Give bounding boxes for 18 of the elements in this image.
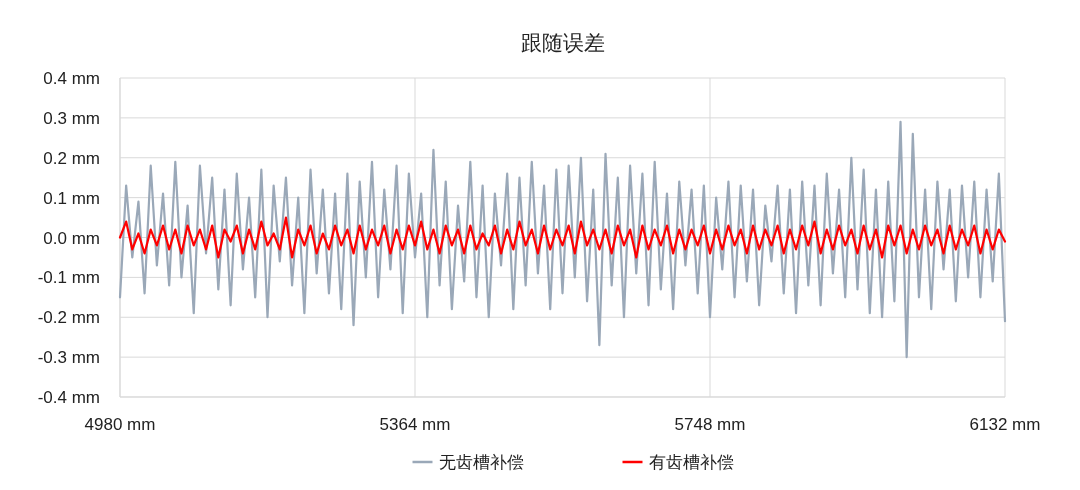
y-tick-label: -0.4 mm (37, 388, 100, 407)
line-series (118, 216, 1007, 259)
line-series (118, 120, 1007, 359)
y-tick-label: -0.3 mm (37, 348, 100, 368)
y-tick-label: 0.2 mm (43, 148, 100, 168)
y-tick-label: -0.2 mm (37, 308, 100, 328)
x-tick-label: 6132 mm (969, 415, 1041, 434)
x-tick-label: 5364 mm (379, 415, 451, 434)
y-tick-label: 0.1 mm (43, 188, 100, 208)
y-tick-label: -0.1 mm (37, 268, 100, 288)
legend-label: 有齿槽补偿 (648, 453, 734, 472)
legend-label: 无齿槽补偿 (438, 453, 524, 472)
y-tick-label: 0.3 mm (43, 108, 100, 128)
x-tick-label: 4980 mm (84, 415, 156, 434)
y-tick-label: 0.4 mm (43, 69, 100, 88)
x-tick-label: 5748 mm (674, 415, 746, 434)
y-tick-label: 0.0 mm (43, 228, 100, 248)
chart-title: 跟随误差 (520, 31, 605, 54)
